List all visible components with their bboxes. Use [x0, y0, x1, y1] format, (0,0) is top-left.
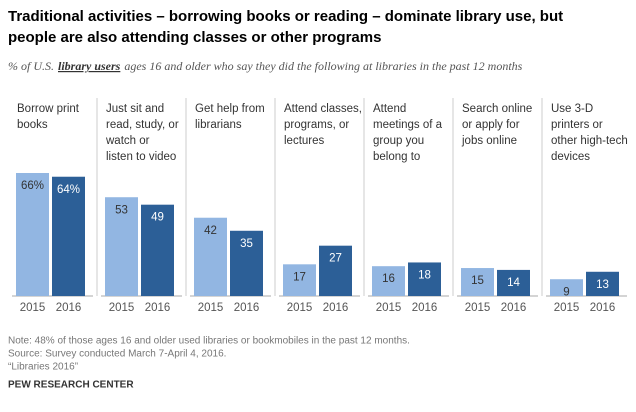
bar [52, 176, 85, 296]
bar [16, 173, 49, 296]
note: Note: 48% of those ages 16 and older use… [8, 336, 410, 347]
value-label: 49 [151, 212, 164, 224]
category-label: printers or [551, 119, 603, 131]
category-label: other high-tech [551, 135, 628, 147]
year-label: 2015 [554, 302, 580, 314]
bar [230, 230, 263, 296]
year-label: 2016 [323, 302, 349, 314]
value-label: 18 [418, 269, 431, 281]
category-label: Borrow print [17, 103, 80, 115]
bar [194, 217, 227, 296]
value-label: 14 [507, 277, 520, 289]
category-label: group you [373, 135, 424, 147]
category-label: belong to [373, 151, 420, 163]
value-label: 53 [115, 204, 128, 216]
year-label: 2016 [501, 302, 527, 314]
subtitle-part: ages 16 and older who say they did the f… [124, 59, 522, 73]
category-label: Use 3-D [551, 103, 593, 115]
year-label: 2016 [590, 302, 616, 314]
value-label: 9 [563, 286, 569, 298]
value-label: 42 [204, 225, 217, 237]
value-label: 27 [329, 253, 342, 265]
category-label: devices [551, 151, 590, 163]
year-label: 2016 [412, 302, 438, 314]
subtitle-part: % of U.S. [8, 59, 54, 73]
value-label: 66% [21, 180, 44, 192]
category-label: listen to video [106, 151, 176, 163]
category-label: read, study, or [106, 119, 179, 131]
year-label: 2016 [56, 302, 82, 314]
value-label: 13 [596, 279, 609, 291]
subtitle: % of U.S. library users ages 16 and older … [8, 59, 523, 73]
year-label: 2015 [198, 302, 224, 314]
category-label: books [17, 119, 48, 131]
category-label: Search online [462, 103, 532, 115]
year-label: 2015 [376, 302, 402, 314]
bar [408, 262, 441, 296]
bar [141, 204, 174, 296]
year-label: 2016 [234, 302, 260, 314]
category-label: Attend classes, [284, 103, 362, 115]
category-label: Get help from [195, 103, 265, 115]
note: Source: Survey conducted March 7-April 4… [8, 349, 226, 360]
category-label: watch or [105, 135, 150, 147]
subtitle-part: library users [58, 59, 121, 73]
category-label: lectures [284, 135, 325, 147]
value-label: 17 [293, 271, 306, 283]
year-label: 2015 [287, 302, 313, 314]
category-label: librarians [195, 119, 242, 131]
value-label: 16 [382, 273, 395, 285]
note: “Libraries 2016” [8, 362, 78, 373]
bar [586, 271, 619, 296]
chart-title: people are also attending classes or oth… [8, 29, 381, 46]
value-label: 15 [471, 275, 484, 287]
value-label: 64% [57, 184, 80, 196]
source: PEW RESEARCH CENTER [8, 380, 134, 391]
bar [461, 268, 494, 296]
bar [283, 264, 316, 296]
bar [550, 279, 583, 296]
value-label: 35 [240, 238, 253, 250]
bar [319, 245, 352, 296]
category-label: programs, or [284, 119, 349, 131]
bar [497, 269, 530, 296]
category-label: meetings of a [373, 119, 443, 131]
category-label: Attend [373, 103, 406, 115]
category-label: Just sit and [106, 103, 164, 115]
bar [372, 266, 405, 296]
category-label: jobs online [461, 135, 517, 147]
chart-title: Traditional activities – borrowing books… [8, 8, 563, 25]
category-label: or apply for [462, 119, 520, 131]
year-label: 2015 [465, 302, 491, 314]
year-label: 2016 [145, 302, 171, 314]
year-label: 2015 [20, 302, 46, 314]
bar [105, 197, 138, 296]
year-label: 2015 [109, 302, 135, 314]
